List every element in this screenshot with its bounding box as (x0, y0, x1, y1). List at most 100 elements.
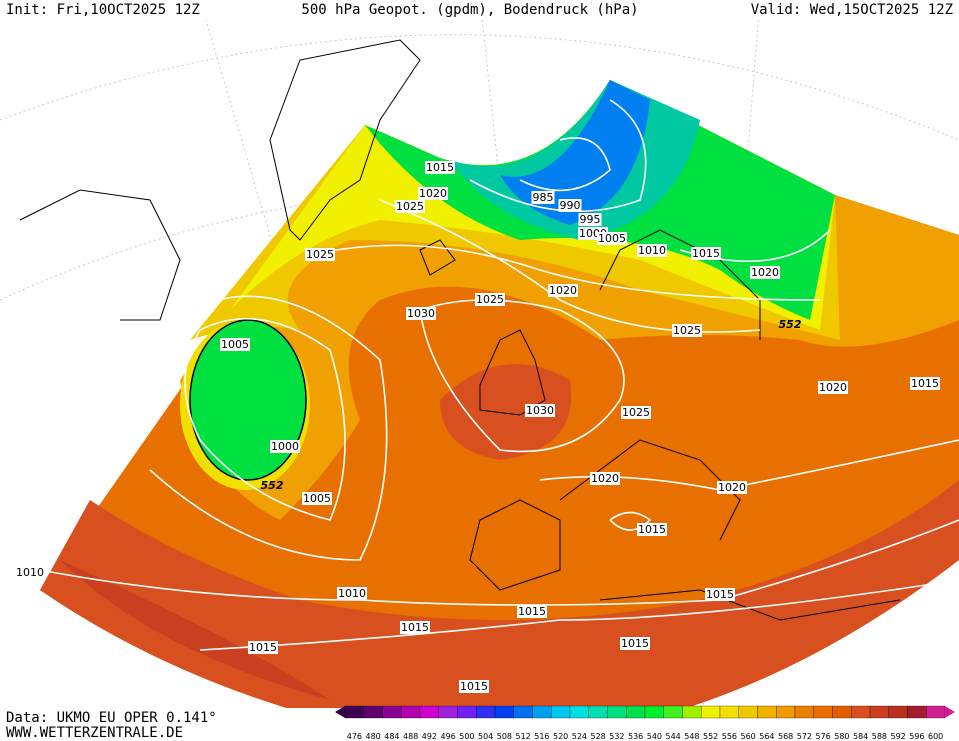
isobar-label: 1015 (621, 637, 649, 650)
colorbar-label: 596 (909, 732, 924, 741)
colorbar-swatch (869, 705, 889, 719)
colorbar-label: 580 (834, 732, 849, 741)
colorbar-swatch (907, 705, 927, 719)
colorbar-swatch (926, 705, 946, 719)
isobar-label: 1025 (673, 324, 701, 337)
isobar-label: 1015 (706, 588, 734, 601)
colorbar-label: 500 (459, 732, 474, 741)
colorbar-swatch (551, 705, 571, 719)
colorbar-swatch (663, 705, 683, 719)
colorbar-label: 564 (759, 732, 774, 741)
label-box (717, 481, 747, 494)
colorbar-label: 520 (553, 732, 568, 741)
isobar-label: 1025 (622, 406, 650, 419)
label-box (578, 213, 602, 226)
label-box (818, 381, 848, 394)
colorbar-end (945, 706, 955, 718)
colorbar-label: 492 (422, 732, 437, 741)
isobars (39, 99, 959, 651)
colorbar-swatch (682, 705, 702, 719)
colorbar-label: 600 (928, 732, 943, 741)
colorbar-swatch (457, 705, 477, 719)
label-box (597, 232, 627, 245)
colorbar-label: 536 (628, 732, 643, 741)
isobar-label: 1005 (598, 232, 626, 245)
colorbar-swatch (588, 705, 608, 719)
label-box (248, 641, 278, 654)
isobar-label: 1020 (718, 481, 746, 494)
isobar-label: 1020 (591, 472, 619, 485)
isobar-label: 1025 (396, 200, 424, 213)
isobar-label: 1020 (549, 284, 577, 297)
colorbar-label: 548 (684, 732, 699, 741)
isobar-label: 1015 (638, 523, 666, 536)
isobar-label: 995 (580, 213, 601, 226)
isobar-label: 1010 (16, 566, 44, 579)
label-box (302, 492, 332, 505)
colorbar-swatch (738, 705, 758, 719)
colorbar-label: 556 (722, 732, 737, 741)
isobar-label: 1005 (303, 492, 331, 505)
colorbar-label: 552 (703, 732, 718, 741)
colorbar-label: 508 (497, 732, 512, 741)
label-box (525, 404, 555, 417)
colorbar-label: 592 (890, 732, 905, 741)
label-box (337, 587, 367, 600)
isobar-label: 1000 (271, 440, 299, 453)
label-box (558, 199, 582, 212)
isobar-label: 1020 (751, 266, 779, 279)
isobar-label: 1015 (460, 680, 488, 693)
colorbar-swatch (813, 705, 833, 719)
label-box (418, 187, 448, 200)
isobar-label: 1020 (419, 187, 447, 200)
valid-time: Valid: Wed,15OCT2025 12Z (751, 2, 953, 18)
isobar-label: 1015 (401, 621, 429, 634)
colorbar-end (335, 706, 345, 718)
colorbar-swatch (438, 705, 458, 719)
colorbar-swatch (382, 705, 402, 719)
isobar-label: 1010 (638, 244, 666, 257)
colorbar-label: 528 (590, 732, 605, 741)
label-box (475, 293, 505, 306)
colorbar-label: 544 (665, 732, 680, 741)
colorbar-swatch (419, 705, 439, 719)
colorbar-swatch (344, 705, 364, 719)
label-box (459, 680, 489, 693)
label-box (637, 523, 667, 536)
colorbar-swatch (569, 705, 589, 719)
colorbar-swatch (757, 705, 777, 719)
label-box (705, 588, 735, 601)
colorbar-label: 560 (740, 732, 755, 741)
label-box (305, 248, 335, 261)
header-bar (0, 0, 959, 20)
colorbar-swatch (401, 705, 421, 719)
label-box (590, 472, 620, 485)
label-box (691, 247, 721, 260)
isobar-label: 1010 (338, 587, 366, 600)
label-box (406, 307, 436, 320)
label-box (220, 338, 250, 351)
data-source: Data: UKMO EU OPER 0.141° (6, 710, 217, 726)
isobar-label: 1025 (476, 293, 504, 306)
isobar-label: 990 (560, 199, 581, 212)
isobar-label: 552 (779, 318, 802, 331)
isobar-label: 1015 (518, 605, 546, 618)
colorbar-swatch (363, 705, 383, 719)
label-box (517, 605, 547, 618)
colorbar-label: 532 (609, 732, 624, 741)
colorbar-swatch (476, 705, 496, 719)
colorbar-swatch (532, 705, 552, 719)
colorbar-label: 568 (778, 732, 793, 741)
colorbar-label: 484 (384, 732, 399, 741)
colorbar-label: 504 (478, 732, 493, 741)
isobar-label: 1005 (221, 338, 249, 351)
colorbar-label: 512 (515, 732, 530, 741)
isobar-label: 1030 (526, 404, 554, 417)
isobar-label: 1020 (819, 381, 847, 394)
colorbar-swatch (851, 705, 871, 719)
init-time: Init: Fri,10OCT2025 12Z (6, 2, 200, 18)
label-box (750, 266, 780, 279)
colorbar-swatch (776, 705, 796, 719)
colorbar-swatch (888, 705, 908, 719)
